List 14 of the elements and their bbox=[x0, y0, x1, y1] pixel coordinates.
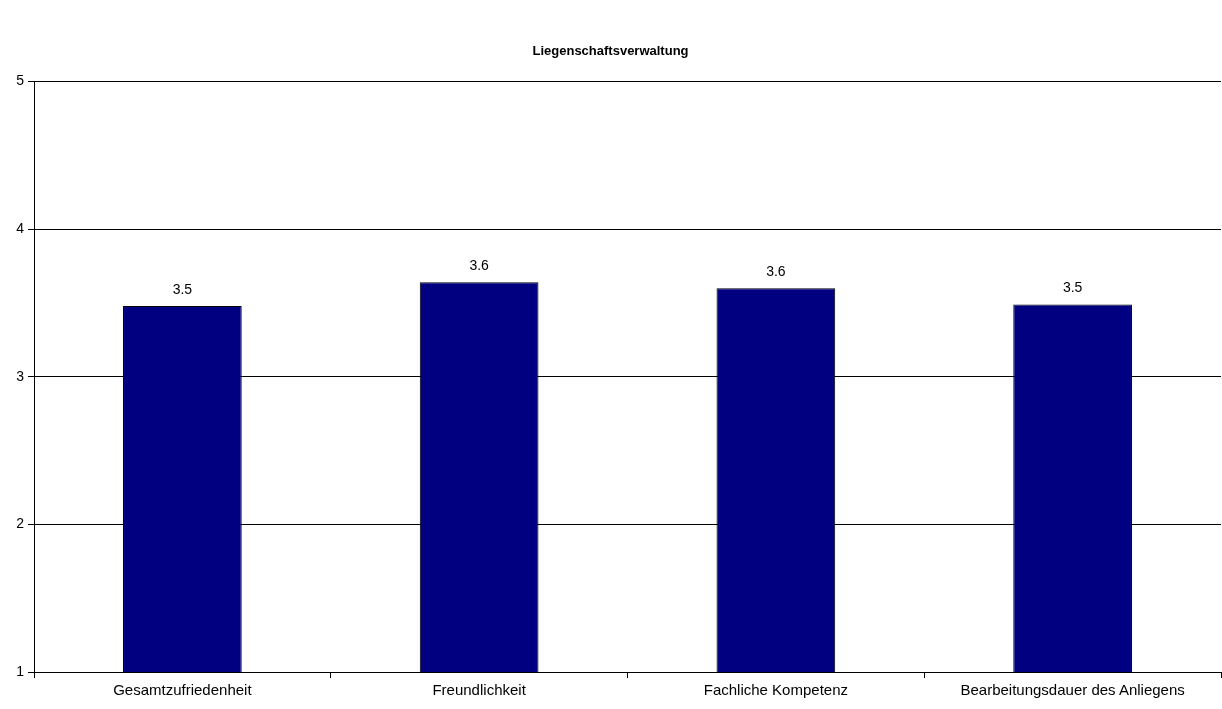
y-tick-label: 5 bbox=[16, 72, 25, 89]
data-label: 3.5 bbox=[1062, 279, 1083, 296]
y-tick-label: 1 bbox=[16, 662, 25, 679]
data-label: 3.5 bbox=[172, 280, 193, 297]
x-tick-label: Bearbeitungsdauer des Anliegens bbox=[960, 681, 1185, 699]
x-tick-label: Gesamtzufriedenheit bbox=[113, 681, 253, 699]
y-tick-label: 4 bbox=[16, 220, 25, 237]
y-tick-label: 3 bbox=[16, 367, 25, 384]
x-tick-label: Fachliche Kompetenz bbox=[703, 681, 848, 699]
chart-title: Liegenschaftsverwaltung bbox=[532, 43, 689, 59]
data-label: 3.6 bbox=[469, 257, 490, 274]
x-tick-label: Freundlichkeit bbox=[432, 681, 527, 699]
y-tick-label: 2 bbox=[16, 515, 25, 532]
data-label: 3.6 bbox=[766, 263, 786, 280]
